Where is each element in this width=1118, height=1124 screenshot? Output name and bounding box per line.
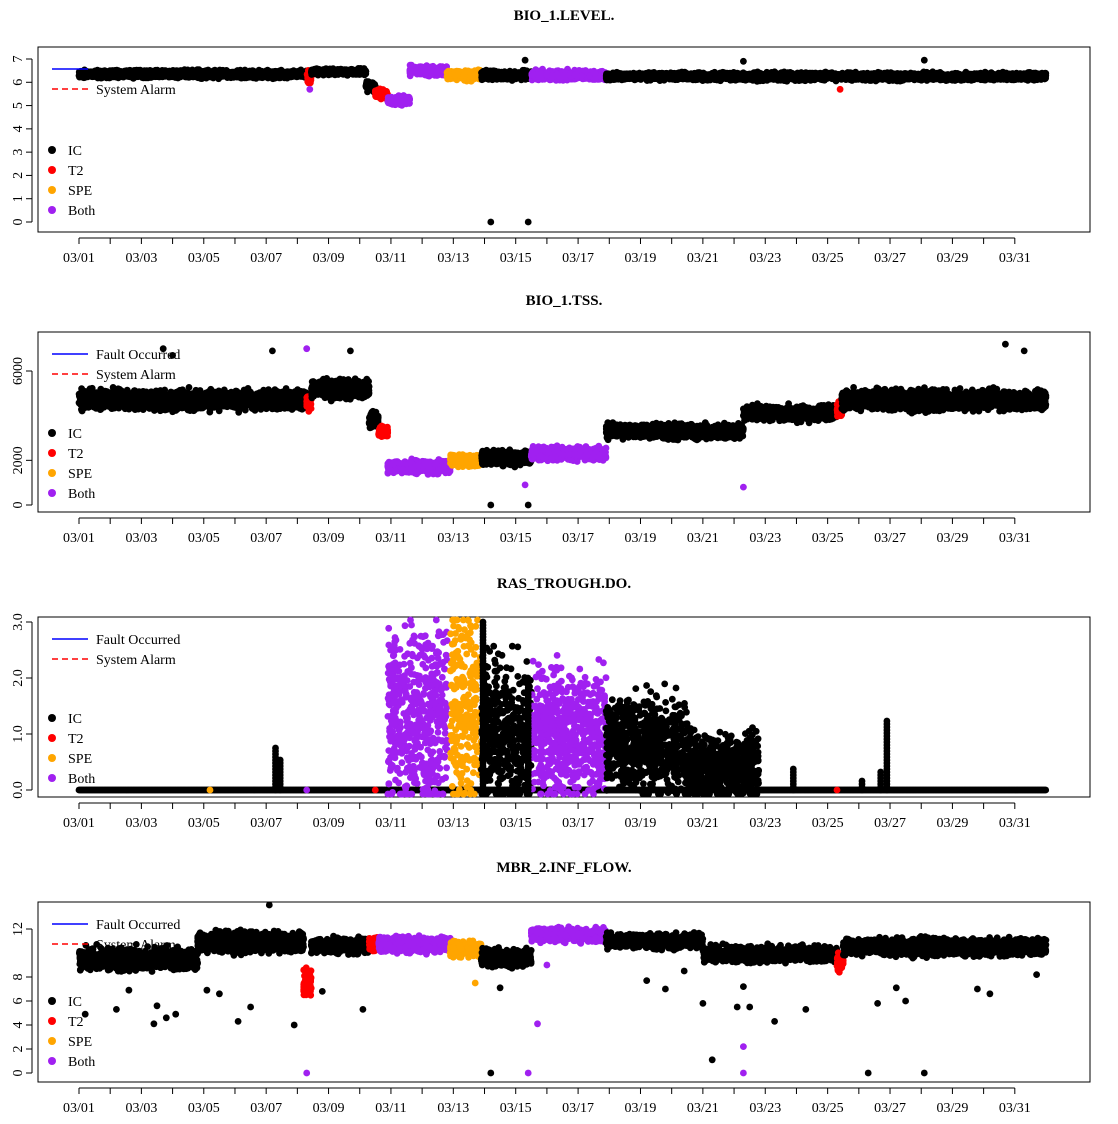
segment-point-ic [172, 73, 179, 80]
segment-point-both [393, 100, 400, 107]
segment-point-ic [339, 69, 346, 76]
x-tick-label: 03/13 [437, 251, 469, 266]
segment-point-both [422, 69, 429, 76]
segment-point-both [407, 67, 414, 74]
y-tick-label: 2 [11, 172, 26, 179]
x-tick-label: 03/21 [687, 251, 719, 266]
x-tick-label: 03/29 [936, 251, 968, 266]
x-tick-label: 03/27 [874, 251, 906, 266]
segment-point-ic [505, 70, 512, 77]
segment-point-both [543, 72, 550, 79]
segment-point-ic [291, 70, 298, 77]
segment-point-ic [323, 70, 330, 77]
x-tick-label: 03/03 [125, 251, 157, 266]
segment-point-ic [120, 69, 127, 76]
x-tick-label: 03/09 [313, 251, 345, 266]
segment-point-ic [227, 72, 234, 79]
x-tick-label: 03/17 [562, 251, 594, 266]
segment-point-ic [137, 72, 144, 79]
segment-point-ic [358, 69, 365, 76]
y-tick-label: 0 [11, 219, 26, 226]
x-tick-label: 03/31 [999, 251, 1031, 266]
segment-point-spe [468, 73, 475, 80]
segment-point-ic [314, 67, 321, 74]
segment-point-t2 [376, 89, 383, 96]
y-tick-label: 6 [11, 79, 26, 86]
y-tick-label: 5 [11, 102, 26, 109]
panel-1: BIO_1.LEVEL. 0 1 2 3 4 5 6 7 03/01 03/03 03/05 03/07… [11, 8, 1090, 266]
segment-point-ic [352, 71, 359, 78]
x-tick-label: 03/25 [812, 251, 844, 266]
y-tick-label: 1 [11, 195, 26, 202]
segment-point-ic [129, 70, 136, 77]
x-tick-label: 03/07 [250, 251, 282, 266]
segment-point-spe [465, 68, 472, 75]
segment-point-both [439, 63, 446, 70]
y-tick-label: 4 [11, 125, 26, 132]
segment-point-ic [284, 73, 291, 80]
scatter-points [76, 57, 1050, 226]
segment-point-ic [244, 73, 251, 80]
segment-point-ic [490, 69, 497, 76]
x-tick-label: 03/19 [625, 251, 657, 266]
y-tick-label: 3 [11, 149, 26, 156]
x-tick-label: 03/11 [375, 251, 406, 266]
segment-point-both [582, 67, 589, 74]
segment-point-both [405, 99, 412, 106]
segment-point-ic [184, 71, 191, 78]
x-tick-label: 03/15 [500, 251, 532, 266]
segment-point-both [415, 69, 422, 76]
segment-point-spe [452, 72, 459, 79]
segment-point-ic [88, 69, 95, 76]
segment-point-ic [215, 73, 222, 80]
x-tick-label: 03/01 [63, 251, 95, 266]
segment-point-both [592, 75, 599, 82]
segment-point-ic [330, 69, 337, 76]
segment-point-both [407, 73, 414, 80]
segment-point-ic [255, 69, 262, 76]
y-tick-label: 7 [11, 56, 26, 63]
x-tick-label: 03/23 [749, 251, 781, 266]
segment-point-both [429, 68, 436, 75]
segment-point-ic [162, 70, 169, 77]
segment-point-ic [207, 70, 214, 77]
panel-title: BIO_1.LEVEL. [514, 8, 615, 24]
segment-point-ic [96, 70, 103, 77]
segment-point-ic [106, 71, 113, 78]
segment-point-both [557, 74, 564, 81]
segment-point-ic [266, 68, 273, 75]
segment-point-ic [479, 74, 486, 81]
segment-point-ic [147, 67, 154, 74]
segment-point-ic [199, 70, 206, 77]
segment-point-both [574, 73, 581, 80]
x-tick-label: 03/05 [188, 251, 220, 266]
